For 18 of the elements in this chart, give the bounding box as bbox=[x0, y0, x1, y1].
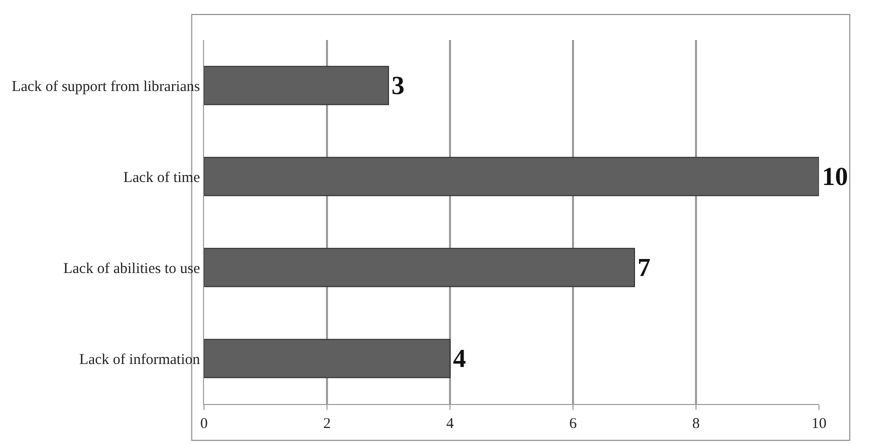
x-tick-label: 6 bbox=[569, 416, 578, 432]
bar bbox=[204, 66, 389, 106]
data-label: 4 bbox=[453, 344, 466, 373]
data-label: 7 bbox=[638, 253, 650, 282]
x-tick-label: 4 bbox=[446, 416, 454, 432]
x-tick-label: 10 bbox=[812, 416, 826, 432]
y-tick-label: Lack of information bbox=[79, 352, 200, 368]
bar bbox=[204, 338, 450, 378]
x-tick-label: 2 bbox=[323, 416, 331, 432]
y-tick-label: Lack of abilities to use bbox=[63, 260, 200, 277]
bar bbox=[204, 156, 819, 196]
bar bbox=[204, 248, 635, 288]
data-label: 10 bbox=[822, 162, 848, 191]
x-tick-label: 0 bbox=[200, 416, 208, 432]
x-tick-label: 8 bbox=[692, 416, 700, 432]
y-tick-label: Lack of support from librarians bbox=[12, 78, 200, 95]
y-tick-label: Lack of time bbox=[123, 170, 200, 186]
data-label: 3 bbox=[392, 71, 404, 100]
